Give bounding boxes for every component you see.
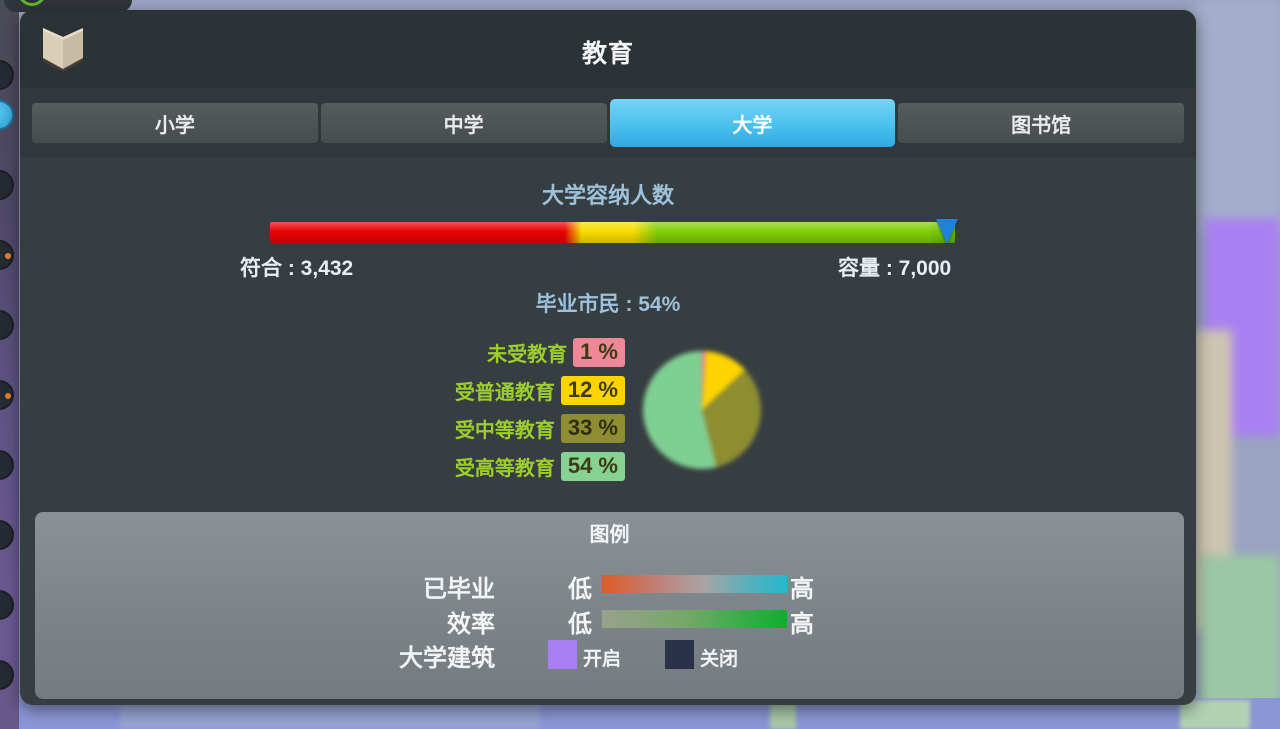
background-building-purple <box>1205 218 1280 436</box>
breakdown-label: 未受教育 <box>487 343 568 366</box>
legend-row-label-efficiency: 效率 <box>447 611 495 638</box>
tab-university[interactable]: 大学 <box>609 99 896 147</box>
toolbar-button-icon[interactable] <box>0 60 14 90</box>
toolbar-button-icon[interactable] <box>0 660 14 690</box>
buildings-on-label: 开启 <box>583 649 622 670</box>
tab-bar: 小学 中学 大学 图书馆 <box>20 88 1196 158</box>
legend-title: 图例 <box>589 524 630 546</box>
education-book-icon <box>43 28 83 72</box>
breakdown-value-badge: 1 % <box>573 337 625 367</box>
capacity-count: 容量 : 7,000 <box>838 257 952 280</box>
breakdown-value-badge: 54 % <box>560 451 625 481</box>
tab-elementary-school[interactable]: 小学 <box>32 103 318 143</box>
tab-library[interactable]: 图书馆 <box>898 103 1184 143</box>
panel-header: 教育 <box>20 10 1196 88</box>
tab-high-school[interactable]: 中学 <box>320 103 607 143</box>
graduated-citizens-line: 毕业市民 : 54% <box>535 293 681 316</box>
left-toolbar-strip <box>0 0 19 729</box>
buildings-off-label: 关闭 <box>700 649 739 670</box>
capacity-title: 大学容纳人数 <box>541 183 674 208</box>
toolbar-button-active-icon[interactable] <box>0 100 14 130</box>
legend-row-label-buildings: 大学建筑 <box>399 645 495 672</box>
eligible-count: 符合 : 3,432 <box>240 257 354 280</box>
breakdown-row-uneducated: 未受教育 1 % <box>487 337 625 367</box>
education-panel: 教育 小学 中学 大学 图书馆 大学容纳人数 符合 : 3,432 容量 : 7… <box>20 10 1196 705</box>
legend-high-label: 高 <box>790 576 814 603</box>
efficiency-gradient-bar <box>602 610 787 628</box>
legend-row-label-graduated: 已毕业 <box>423 576 495 603</box>
toolbar-button-icon[interactable] <box>0 380 14 410</box>
legend-high-label: 高 <box>790 611 814 638</box>
legend-panel: 图例 已毕业 低 高 效率 低 高 大学建筑 开启 关闭 <box>35 512 1184 699</box>
buildings-on-swatch <box>548 640 577 669</box>
toolbar-button-icon[interactable] <box>0 240 14 270</box>
toolbar-button-icon[interactable] <box>0 520 14 550</box>
breakdown-label: 受高等教育 <box>454 457 555 480</box>
background-terrain-patch <box>1180 700 1250 729</box>
background-terrain-green <box>1200 555 1280 729</box>
education-breakdown: 未受教育 1 % 受普通教育 12 % 受中等教育 33 % 受高等教育 54 … <box>20 337 625 481</box>
breakdown-row-well-educated: 受中等教育 33 % <box>455 413 625 443</box>
graduated-gradient-bar <box>602 575 787 593</box>
background-building-beige <box>1190 330 1232 630</box>
breakdown-value-badge: 33 % <box>560 413 625 443</box>
breakdown-label: 受中等教育 <box>454 419 555 442</box>
breakdown-label: 受普通教育 <box>454 381 555 404</box>
education-pie-chart <box>643 351 761 469</box>
panel-title: 教育 <box>581 40 634 68</box>
toolbar-button-icon[interactable] <box>0 590 14 620</box>
capacity-bar <box>270 219 958 244</box>
toolbar-button-icon[interactable] <box>0 310 14 340</box>
toolbar-button-icon[interactable] <box>0 170 14 200</box>
capacity-marker-icon <box>936 219 958 244</box>
legend-low-label: 低 <box>568 611 592 638</box>
legend-low-label: 低 <box>568 576 592 603</box>
breakdown-row-highly-educated: 受高等教育 54 % <box>455 451 625 481</box>
background-sky <box>1196 0 1280 235</box>
toolbar-button-icon[interactable] <box>0 450 14 480</box>
breakdown-row-educated: 受普通教育 12 % <box>455 375 625 405</box>
breakdown-value-badge: 12 % <box>560 375 625 405</box>
buildings-off-swatch <box>665 640 694 669</box>
